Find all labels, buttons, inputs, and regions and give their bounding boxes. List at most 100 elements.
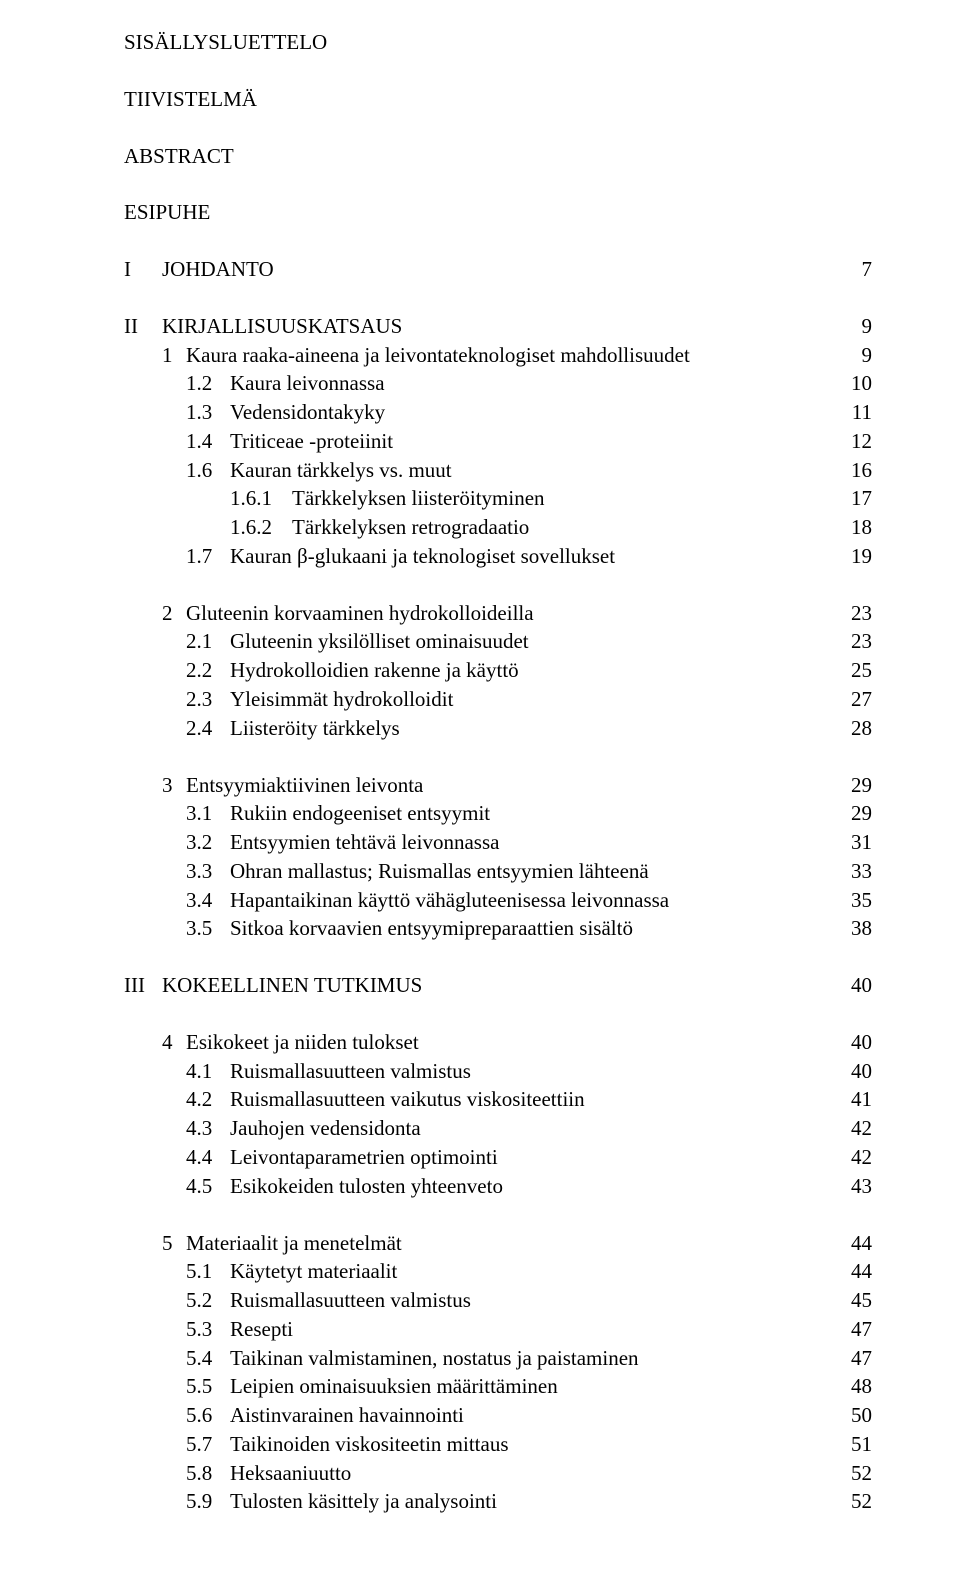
title: Sitkoa korvaavien entsyymipreparaattien … — [230, 914, 633, 943]
page-II-1: 9 — [838, 341, 872, 370]
num: 1.4 — [186, 427, 230, 456]
page: 23 — [838, 599, 872, 628]
row-II-2-1: 2.1Gluteenin yksilölliset ominaisuudet 23 — [124, 627, 872, 656]
row-III-5-6: 5.6Aistinvarainen havainnointi 50 — [124, 1401, 872, 1430]
page: 18 — [838, 513, 872, 542]
num: 4.2 — [186, 1085, 230, 1114]
num: 5.1 — [186, 1257, 230, 1286]
num: 3.2 — [186, 828, 230, 857]
num: 1.6.1 — [230, 484, 292, 513]
row-II-3: 3Entsyymiaktiivinen leivonta 29 — [124, 771, 872, 800]
page: 44 — [838, 1229, 872, 1258]
title: Heksaaniuutto — [230, 1459, 351, 1488]
row-II: IIKIRJALLISUUSKATSAUS 9 — [124, 312, 872, 341]
title-III: KOKEELLINEN TUTKIMUS — [162, 971, 422, 1000]
row-II-3-1: 3.1Rukiin endogeeniset entsyymit29 — [124, 799, 872, 828]
title: Esikokeiden tulosten yhteenveto — [230, 1172, 503, 1201]
row-II-1-7: 1.7Kauran β-glukaani ja teknologiset sov… — [124, 542, 872, 571]
page: 35 — [838, 886, 872, 915]
roman-II: II — [124, 312, 162, 341]
row-II-2-2: 2.2Hydrokolloidien rakenne ja käyttö25 — [124, 656, 872, 685]
num: 1.3 — [186, 398, 230, 427]
row-III-4-1: 4.1Ruismallasuutteen valmistus40 — [124, 1057, 872, 1086]
page: 43 — [838, 1172, 872, 1201]
row-II-1-6-1: 1.6.1Tärkkelyksen liisteröityminen 17 — [124, 484, 872, 513]
title: Taikinoiden viskositeetin mittaus — [230, 1430, 509, 1459]
title: Hydrokolloidien rakenne ja käyttö — [230, 656, 519, 685]
page: 38 — [838, 914, 872, 943]
page: 17 — [838, 484, 872, 513]
row-III-5-5: 5.5Leipien ominaisuuksien määrittäminen 4… — [124, 1372, 872, 1401]
page: 51 — [838, 1430, 872, 1459]
num: 1.6 — [186, 456, 230, 485]
page: 11 — [838, 398, 872, 427]
row-III-5-9: 5.9Tulosten käsittely ja analysointi52 — [124, 1487, 872, 1516]
page: 50 — [838, 1401, 872, 1430]
num: 4.4 — [186, 1143, 230, 1172]
title: Jauhojen vedensidonta — [230, 1114, 421, 1143]
num-II-1: 1 — [162, 341, 186, 370]
page: 44 — [838, 1257, 872, 1286]
num: 5.6 — [186, 1401, 230, 1430]
row-II-1-4: 1.4Triticeae -proteiinit 12 — [124, 427, 872, 456]
heading-tiivistelma: TIIVISTELMÄ — [124, 85, 872, 114]
row-III-5-4: 5.4Taikinan valmistaminen, nostatus ja p… — [124, 1344, 872, 1373]
num: 5.5 — [186, 1372, 230, 1401]
num: 2 — [162, 599, 186, 628]
page-III: 40 — [838, 971, 872, 1000]
title: Leipien ominaisuuksien määrittäminen — [230, 1372, 558, 1401]
num: 2.1 — [186, 627, 230, 656]
num: 2.3 — [186, 685, 230, 714]
title: Rukiin endogeeniset entsyymit — [230, 799, 490, 828]
page: 23 — [838, 627, 872, 656]
page: 41 — [838, 1085, 872, 1114]
row-I: IJOHDANTO 7 — [124, 255, 872, 284]
row-II-1: 1Kaura raaka-aineena ja leivontateknolog… — [124, 341, 872, 370]
title: Kaura leivonnassa — [230, 369, 385, 398]
row-III-5-7: 5.7Taikinoiden viskositeetin mittaus51 — [124, 1430, 872, 1459]
page: 48 — [838, 1372, 872, 1401]
page: 31 — [838, 828, 872, 857]
title: Aistinvarainen havainnointi — [230, 1401, 464, 1430]
row-III-4: 4Esikokeet ja niiden tulokset 40 — [124, 1028, 872, 1057]
num: 3.1 — [186, 799, 230, 828]
row-III-5: 5Materiaalit ja menetelmät 44 — [124, 1229, 872, 1258]
title: Esikokeet ja niiden tulokset — [186, 1028, 419, 1057]
page: 42 — [838, 1114, 872, 1143]
title: Hapantaikinan käyttö vähägluteenisessa l… — [230, 886, 669, 915]
title: Gluteenin korvaaminen hydrokolloideilla — [186, 599, 534, 628]
title: Ruismallasuutteen vaikutus viskositeetti… — [230, 1085, 585, 1114]
num: 5.3 — [186, 1315, 230, 1344]
num: 4 — [162, 1028, 186, 1057]
row-II-3-3: 3.3Ohran mallastus; Ruismallas entsyymie… — [124, 857, 872, 886]
num: 5.4 — [186, 1344, 230, 1373]
num: 3 — [162, 771, 186, 800]
title-II: KIRJALLISUUSKATSAUS — [162, 312, 402, 341]
page-II: 9 — [838, 312, 872, 341]
page-I: 7 — [838, 255, 872, 284]
title: Kauran β-glukaani ja teknologiset sovell… — [230, 542, 615, 571]
row-III-4-4: 4.4Leivontaparametrien optimointi42 — [124, 1143, 872, 1172]
row-II-3-2: 3.2Entsyymien tehtävä leivonnassa 31 — [124, 828, 872, 857]
title-II-1: Kaura raaka-aineena ja leivontateknologi… — [186, 341, 690, 370]
title: Käytetyt materiaalit — [230, 1257, 397, 1286]
row-III-4-3: 4.3Jauhojen vedensidonta42 — [124, 1114, 872, 1143]
row-III-5-1: 5.1Käytetyt materiaalit 44 — [124, 1257, 872, 1286]
title: Entsyymien tehtävä leivonnassa — [230, 828, 499, 857]
heading-esipuhe: ESIPUHE — [124, 198, 872, 227]
row-II-1-6-2: 1.6.2Tärkkelyksen retrogradaatio 18 — [124, 513, 872, 542]
title: Materiaalit ja menetelmät — [186, 1229, 402, 1258]
toc-page: SISÄLLYSLUETTELO TIIVISTELMÄ ABSTRACT ES… — [0, 0, 960, 1572]
row-II-1-2: 1.2Kaura leivonnassa 10 — [124, 369, 872, 398]
title: Resepti — [230, 1315, 293, 1344]
title: Gluteenin yksilölliset ominaisuudet — [230, 627, 529, 656]
num: 2.4 — [186, 714, 230, 743]
row-III-5-3: 5.3Resepti47 — [124, 1315, 872, 1344]
page: 52 — [838, 1459, 872, 1488]
title: Tärkkelyksen liisteröityminen — [292, 484, 545, 513]
row-II-1-6: 1.6Kauran tärkkelys vs. muut 16 — [124, 456, 872, 485]
page: 12 — [838, 427, 872, 456]
page: 47 — [838, 1344, 872, 1373]
page: 19 — [838, 542, 872, 571]
title-I: JOHDANTO — [162, 255, 274, 284]
